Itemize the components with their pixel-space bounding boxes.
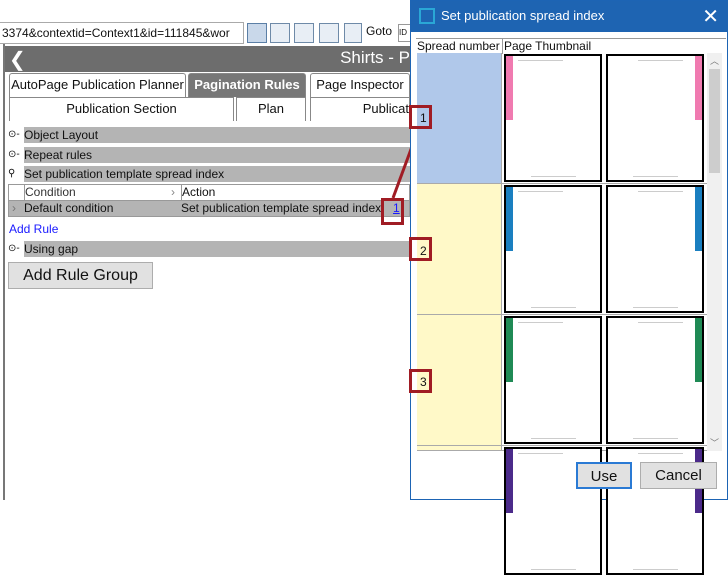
section-spread-index[interactable]: ⚲ Set publication template spread index bbox=[8, 166, 410, 182]
spread-row[interactable]: 2 bbox=[417, 184, 707, 315]
section-label: Object Layout bbox=[24, 127, 410, 143]
page-thumbnail bbox=[606, 316, 704, 444]
header-action: Action bbox=[181, 185, 409, 201]
highlight-box bbox=[409, 237, 432, 261]
color-strip bbox=[506, 449, 513, 513]
spread-index-dialog: Set publication spread index ✕ Spread nu… bbox=[410, 0, 728, 575]
color-strip bbox=[506, 187, 513, 251]
thumbnail-line bbox=[633, 438, 678, 439]
header-spread-number: Spread number bbox=[417, 39, 500, 53]
color-strip bbox=[506, 318, 513, 382]
cancel-button[interactable]: Cancel bbox=[640, 462, 717, 489]
section-label: Repeat rules bbox=[24, 147, 410, 163]
section-label: Using gap bbox=[24, 241, 410, 257]
chevron-right-icon: › bbox=[12, 201, 16, 215]
back-button[interactable]: ❮ bbox=[9, 49, 26, 71]
close-button[interactable]: ✕ bbox=[702, 6, 719, 28]
scrollbar-thumb[interactable] bbox=[709, 69, 720, 173]
dialog-title: Set publication spread index bbox=[441, 8, 605, 23]
key-collapsed-icon: ⊙- bbox=[8, 129, 20, 140]
key-expanded-icon: ⚲ bbox=[8, 168, 16, 179]
add-rule-link[interactable]: Add Rule bbox=[9, 222, 59, 236]
goto-label[interactable]: Goto bbox=[366, 24, 393, 38]
header-page-thumbnail: Page Thumbnail bbox=[502, 39, 592, 54]
thumbnail-line bbox=[633, 176, 678, 177]
tab-autopage-planner[interactable]: AutoPage Publication Planner bbox=[9, 73, 186, 97]
add-rule-group-button[interactable]: Add Rule Group bbox=[8, 262, 153, 289]
section-using-gap[interactable]: ⊙- Using gap bbox=[8, 241, 410, 257]
use-button[interactable]: Use bbox=[576, 462, 632, 489]
subtab-publication-section[interactable]: Publication Section bbox=[9, 97, 234, 121]
section-label: Set publication template spread index bbox=[24, 166, 410, 182]
comment-icon[interactable] bbox=[270, 23, 290, 43]
color-strip bbox=[695, 187, 702, 251]
key-collapsed-icon: ⊙- bbox=[8, 243, 20, 254]
thumbnail-line bbox=[531, 569, 576, 570]
page-title: Shirts - P bbox=[340, 48, 410, 67]
spread-number: 3 bbox=[420, 375, 427, 389]
thumbnail-line bbox=[633, 307, 678, 308]
monitor-icon[interactable] bbox=[294, 23, 314, 43]
window-icon bbox=[419, 8, 435, 24]
url-field[interactable]: 3374&contextid=Context1&id=111845&wor bbox=[0, 22, 244, 44]
highlight-box bbox=[381, 198, 404, 225]
table-row[interactable]: › Default condition Set publication temp… bbox=[9, 200, 409, 216]
thumbnail-line bbox=[531, 176, 576, 177]
page-thumbnail bbox=[606, 185, 704, 313]
page-thumbnail bbox=[504, 54, 602, 182]
thumbnail-line bbox=[518, 453, 563, 454]
spread-row[interactable]: 3 bbox=[417, 315, 707, 446]
scroll-up-icon[interactable]: ︿ bbox=[710, 56, 720, 66]
section-object-layout[interactable]: ⊙- Object Layout bbox=[8, 127, 410, 143]
highlight-box bbox=[409, 105, 432, 129]
condition-cell: Default condition bbox=[24, 201, 114, 215]
thumbnail-line bbox=[638, 191, 683, 192]
color-strip bbox=[695, 56, 702, 120]
thumbnail-line bbox=[518, 60, 563, 61]
spread-row[interactable] bbox=[417, 446, 707, 575]
chevron-right-icon: › bbox=[171, 185, 175, 199]
page-number-icon[interactable] bbox=[344, 23, 362, 43]
spread-number: 1 bbox=[420, 111, 427, 125]
page-thumbnail bbox=[606, 54, 704, 182]
header-condition: Condition bbox=[24, 185, 168, 201]
thumbnail-line bbox=[638, 453, 683, 454]
thumbnail-line bbox=[638, 60, 683, 61]
thumbnail-line bbox=[518, 322, 563, 323]
scroll-down-icon[interactable]: ﹀ bbox=[710, 438, 720, 448]
dialog-titlebar: Set publication spread index ✕ bbox=[411, 1, 728, 32]
color-strip bbox=[506, 56, 513, 120]
left-panel bbox=[3, 44, 410, 500]
highlight-box bbox=[409, 369, 432, 393]
columns-icon[interactable] bbox=[319, 23, 339, 43]
subtab-plan[interactable]: Plan bbox=[236, 97, 306, 121]
list-view-icon[interactable] bbox=[247, 23, 267, 43]
spread-number: 2 bbox=[420, 244, 427, 258]
subtab-publication[interactable]: Publicat bbox=[310, 97, 410, 121]
section-repeat-rules[interactable]: ⊙- Repeat rules bbox=[8, 147, 410, 163]
tab-pagination-rules[interactable]: Pagination Rules bbox=[188, 73, 306, 97]
tab-page-inspector[interactable]: Page Inspector bbox=[310, 73, 410, 97]
thumbnail-line bbox=[638, 322, 683, 323]
spread-row[interactable]: 1 bbox=[417, 53, 707, 184]
page-thumbnail bbox=[504, 316, 602, 444]
dialog-table-header: Spread number Page Thumbnail bbox=[416, 38, 726, 54]
thumbnail-line bbox=[531, 307, 576, 308]
action-cell: Set publication template spread index bbox=[181, 201, 382, 215]
page-thumbnail bbox=[504, 185, 602, 313]
page-header: ❮ Shirts - P bbox=[5, 46, 410, 72]
thumbnail-line bbox=[633, 569, 678, 570]
spread-index-link[interactable]: 1 bbox=[393, 201, 400, 215]
thumbnail-line bbox=[518, 191, 563, 192]
color-strip bbox=[695, 318, 702, 382]
rule-table: Condition › Action › Default condition S… bbox=[8, 184, 410, 217]
thumbnail-line bbox=[531, 438, 576, 439]
key-collapsed-icon: ⊙- bbox=[8, 149, 20, 160]
spread-number-cell bbox=[417, 446, 502, 450]
